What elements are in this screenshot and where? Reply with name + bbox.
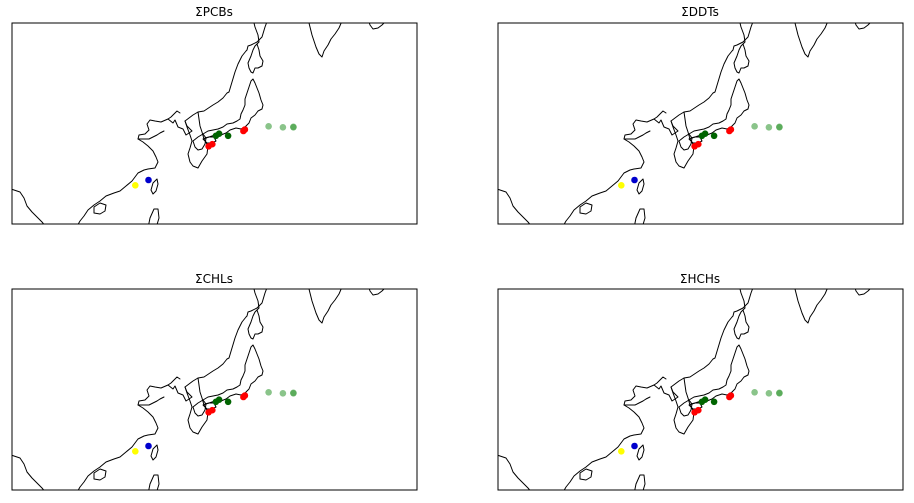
site-marker-light_green xyxy=(751,123,758,130)
site-marker-light_green xyxy=(290,389,297,397)
site-marker-red xyxy=(727,392,735,399)
site-marker-yellow xyxy=(618,448,625,455)
site-marker-red xyxy=(241,126,249,133)
site-marker-blue xyxy=(631,176,638,184)
map-frame xyxy=(497,288,904,491)
site-marker-yellow xyxy=(132,448,139,455)
site-marker-dark_green xyxy=(701,396,709,403)
panel-title-chls: ΣCHLs xyxy=(195,272,233,286)
site-marker-red xyxy=(727,126,735,133)
site-marker-dark_green xyxy=(224,398,232,406)
map-frame xyxy=(11,22,418,225)
site-marker-red xyxy=(241,392,249,399)
site-marker-light_green xyxy=(265,389,272,396)
site-marker-light_green xyxy=(279,390,287,397)
site-marker-yellow xyxy=(132,182,139,189)
panel-title-hchs: ΣHCHs xyxy=(680,272,720,286)
site-marker-dark_green xyxy=(710,132,718,140)
site-marker-light_green xyxy=(290,123,297,131)
site-marker-light_green xyxy=(776,123,783,131)
map-panel-pcbs xyxy=(8,19,418,228)
site-marker-light_green xyxy=(765,390,773,397)
site-marker-dark_green xyxy=(215,396,223,403)
site-marker-blue xyxy=(145,176,152,184)
site-marker-dark_green xyxy=(215,130,223,137)
site-marker-red xyxy=(209,406,216,414)
site-marker-light_green xyxy=(765,124,773,131)
site-marker-yellow xyxy=(618,182,625,189)
site-marker-light_green xyxy=(265,123,272,130)
site-marker-light_green xyxy=(751,389,758,396)
site-marker-blue xyxy=(631,442,638,450)
map-frame xyxy=(497,22,904,225)
map-panel-ddts xyxy=(494,19,904,228)
map-panel-hchs xyxy=(494,285,904,494)
site-marker-light_green xyxy=(776,389,783,397)
panel-title-ddts: ΣDDTs xyxy=(681,5,719,19)
map-panel-chls xyxy=(8,285,418,494)
site-marker-dark_green xyxy=(710,398,718,406)
site-marker-dark_green xyxy=(224,132,232,140)
site-marker-red xyxy=(695,140,702,148)
map-frame xyxy=(11,288,418,491)
panel-title-pcbs: ΣPCBs xyxy=(195,5,233,19)
site-marker-red xyxy=(695,406,702,414)
site-marker-red xyxy=(209,140,216,148)
site-marker-blue xyxy=(145,442,152,450)
site-marker-light_green xyxy=(279,124,287,131)
site-marker-dark_green xyxy=(701,130,709,137)
